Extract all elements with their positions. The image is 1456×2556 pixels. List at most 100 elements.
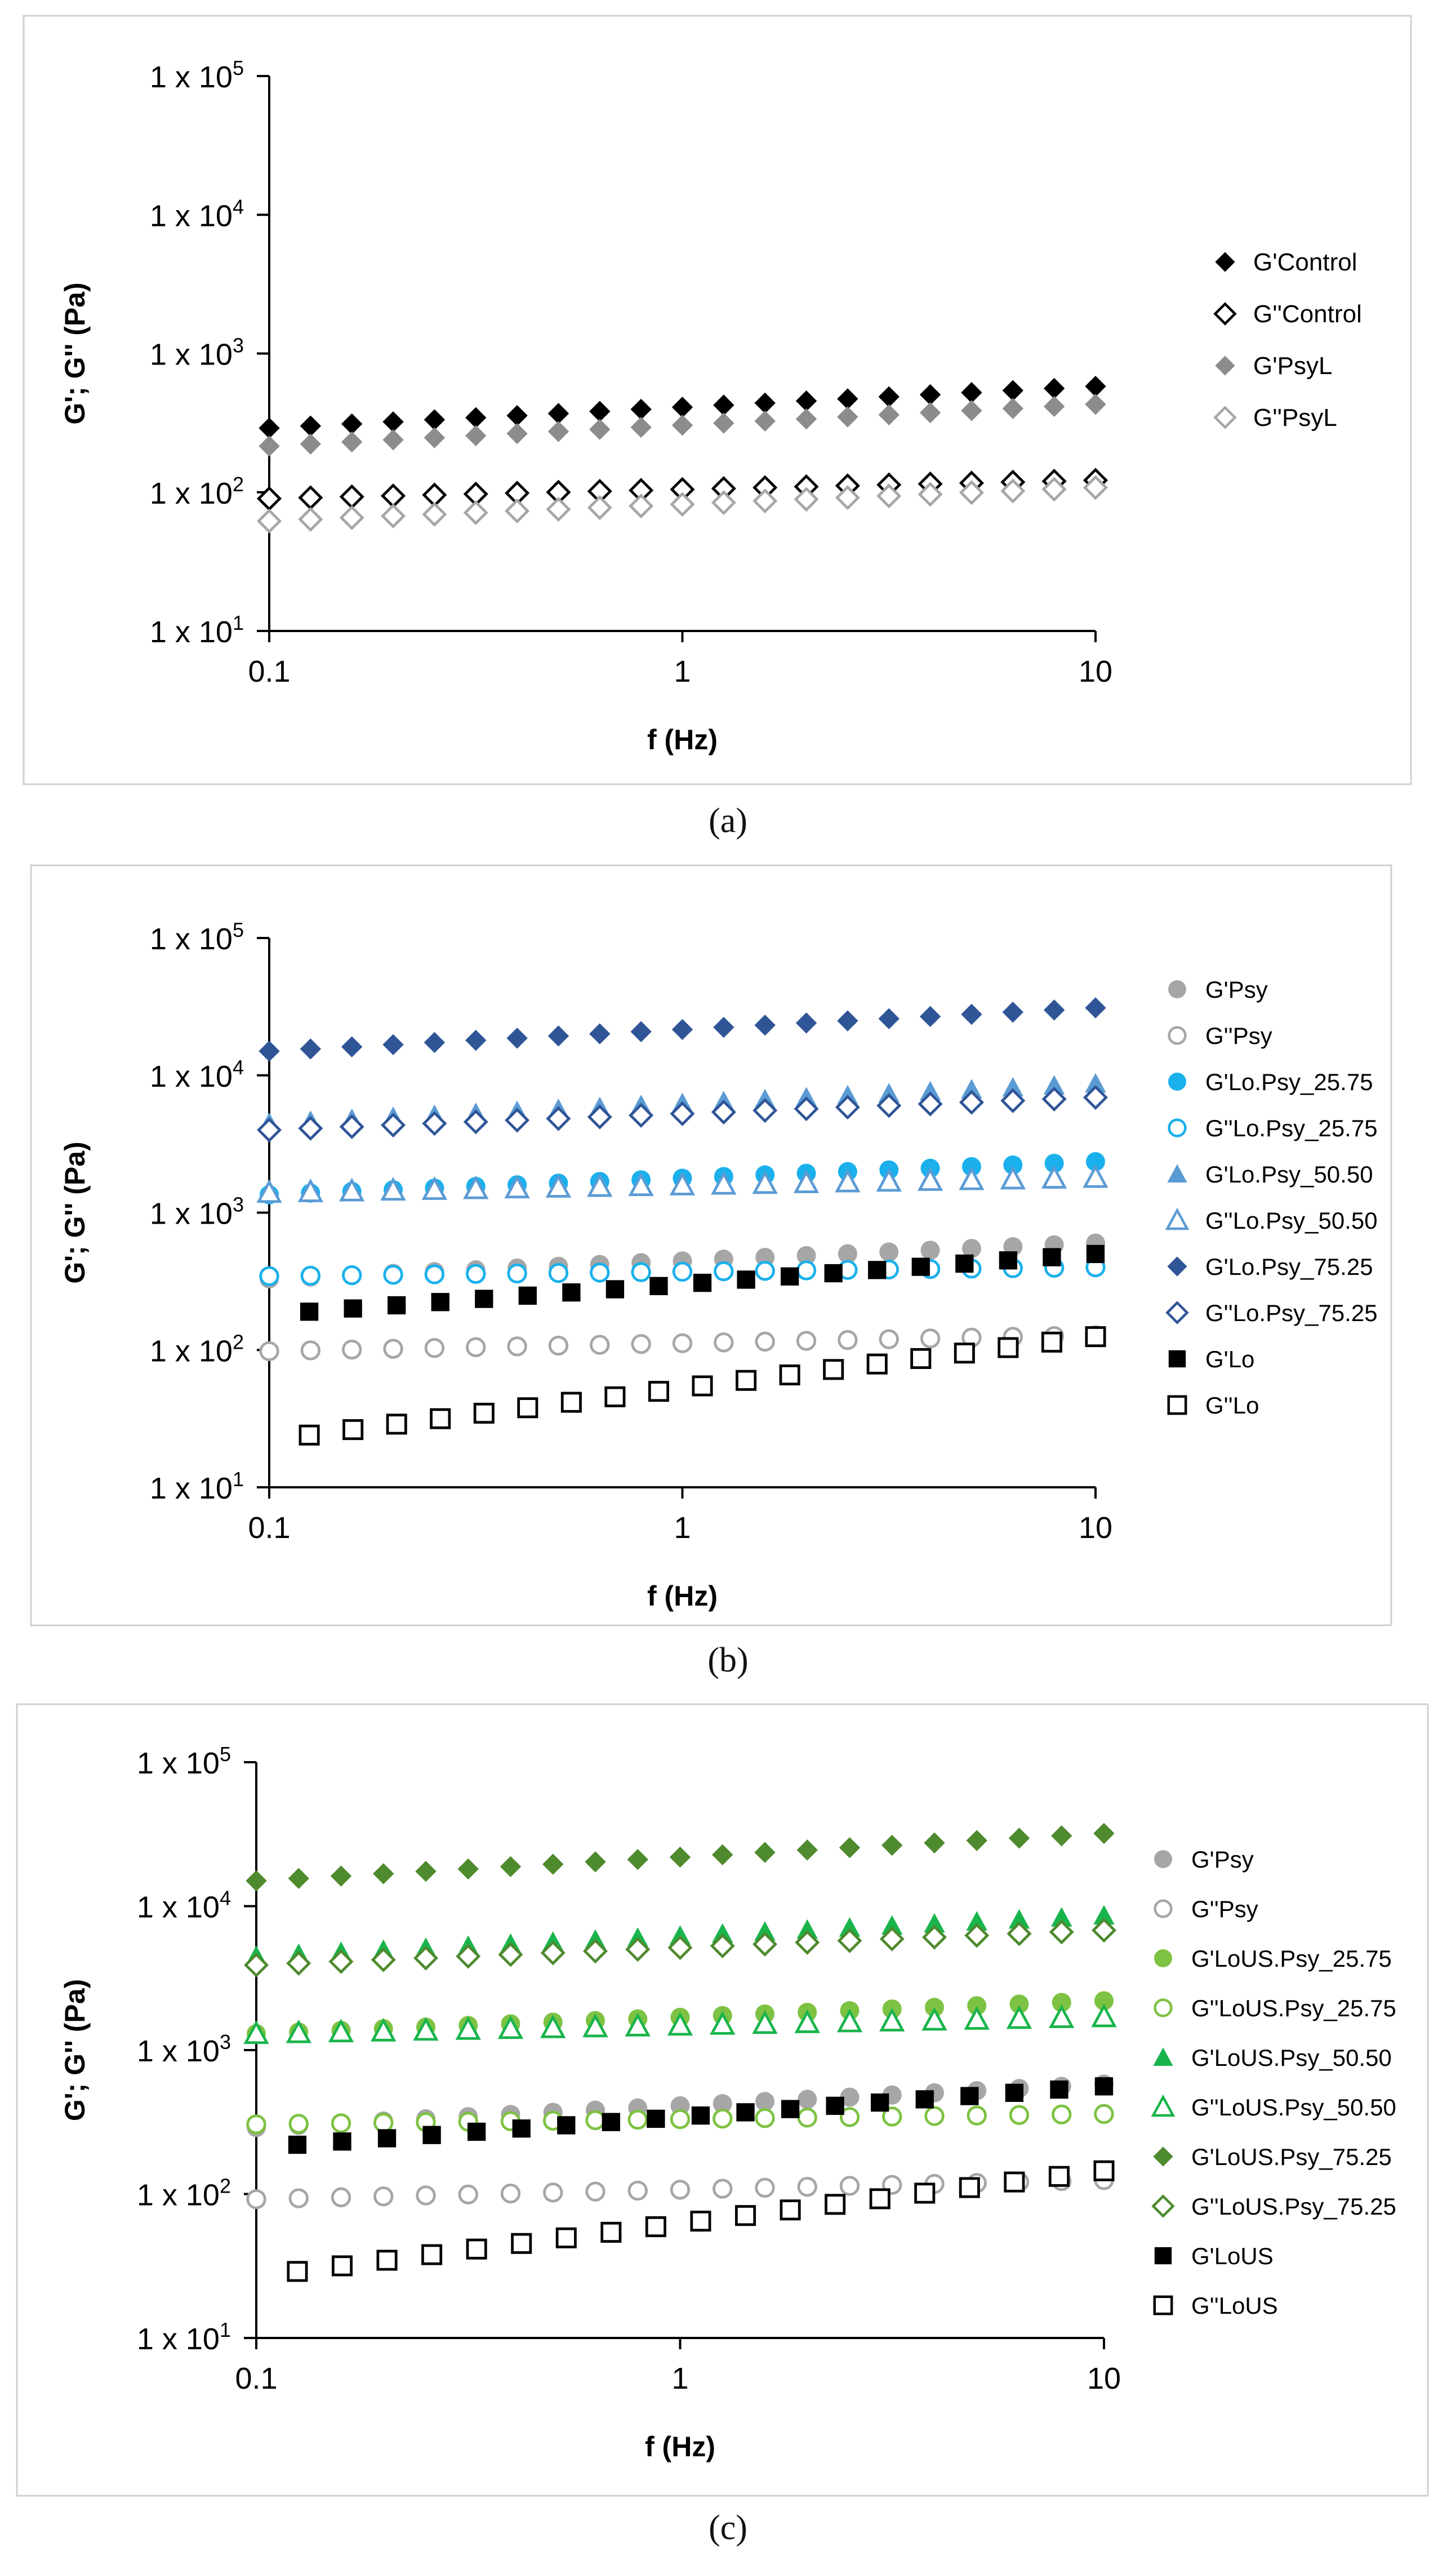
- data-point: [380, 1113, 406, 1138]
- data-point: [625, 2012, 651, 2037]
- legend-item: G'Lo.Psy_75.25: [1167, 1253, 1373, 1280]
- legend-label: G'LoUS.Psy_25.75: [1191, 1945, 1392, 1972]
- data-point: [1002, 1077, 1023, 1097]
- x-tick-label: 10: [1079, 1511, 1112, 1545]
- data-point: [754, 1842, 776, 1863]
- data-point: [422, 2126, 441, 2144]
- data-point: [422, 501, 447, 527]
- data-point: [755, 2177, 775, 2198]
- data-point: [959, 2177, 980, 2198]
- series-G''LoUS.Psy_75.25: [243, 1918, 1117, 1978]
- data-point: [430, 1408, 451, 1429]
- legend-marker: [1215, 252, 1235, 272]
- data-point: [667, 2012, 693, 2036]
- data-point: [300, 1340, 321, 1361]
- data-point: [589, 1023, 611, 1044]
- legend-item: G''Psy: [1168, 1023, 1272, 1049]
- data-point: [869, 2188, 890, 2210]
- data-point: [627, 1848, 648, 1870]
- data-point: [879, 1329, 899, 1349]
- legend-label: G''LoUS.Psy_75.25: [1191, 2193, 1396, 2220]
- data-point: [924, 2106, 945, 2126]
- legend-item: G'Psy: [1168, 976, 1268, 1003]
- data-point: [798, 2090, 817, 2109]
- data-point: [998, 1337, 1019, 1358]
- data-point: [377, 2129, 397, 2148]
- data-point: [648, 1381, 670, 1402]
- data-point: [711, 1171, 737, 1195]
- data-point: [753, 488, 778, 514]
- x-tick-label: 1: [674, 655, 691, 688]
- data-point: [669, 1846, 691, 1868]
- data-point: [331, 2255, 353, 2277]
- data-point: [999, 1251, 1018, 1270]
- data-point: [457, 1858, 479, 1880]
- legend-marker: [1165, 1207, 1190, 1230]
- legend-item: G''Psy: [1154, 1896, 1258, 1922]
- legend-label: G'LoUS.Psy_75.25: [1191, 2144, 1392, 2170]
- series-G'LoUS.Psy_75.25: [246, 1822, 1115, 1892]
- chart-panel-b: 1 x 101 1 x 102 1 x 103 1 x 104 1 x 105 0.1 1 1…: [30, 864, 1392, 1626]
- data-point: [672, 1261, 693, 1282]
- data-point: [506, 404, 528, 426]
- data-point: [341, 1036, 363, 1057]
- data-point: [670, 2109, 691, 2130]
- data-point: [246, 2189, 266, 2210]
- data-point: [796, 1260, 817, 1281]
- data-point: [919, 384, 941, 406]
- legend-item: G'Lo.Psy_50.50: [1167, 1161, 1373, 1188]
- y-tick-label: 1 x 105: [150, 918, 244, 956]
- data-point: [505, 1108, 530, 1133]
- data-point: [547, 421, 569, 442]
- legend-item: G'LoUS: [1154, 2243, 1274, 2269]
- data-point: [466, 2238, 487, 2260]
- data-point: [463, 1109, 488, 1135]
- legend-item: G''Lo.Psy_25.75: [1168, 1115, 1378, 1141]
- data-point: [475, 1290, 493, 1308]
- x-tick-label: 0.1: [248, 1511, 290, 1545]
- data-point: [587, 495, 612, 521]
- y-tick-label: 1 x 101: [150, 1468, 244, 1505]
- data-point: [796, 1919, 818, 1939]
- legend-label: G'PsyL: [1253, 352, 1332, 380]
- data-point: [1004, 2171, 1025, 2193]
- data-point: [839, 1917, 861, 1937]
- data-point: [955, 1254, 974, 1273]
- legend-marker: [1165, 1301, 1189, 1324]
- data-point: [919, 1081, 941, 1101]
- data-point: [879, 1926, 905, 1952]
- data-point: [752, 1170, 778, 1194]
- legend-marker: [1154, 2247, 1172, 2265]
- data-point: [919, 402, 941, 424]
- data-point: [837, 406, 858, 428]
- data-point: [1083, 475, 1108, 500]
- data-point: [671, 1019, 693, 1041]
- x-tick-label: 10: [1087, 2362, 1121, 2395]
- data-point: [1000, 1088, 1026, 1113]
- data-point: [1043, 377, 1065, 399]
- y-axis-label: G'; G'' (Pa): [59, 1979, 91, 2121]
- data-point: [298, 485, 323, 510]
- data-point: [288, 2135, 307, 2154]
- data-point: [344, 1299, 362, 1318]
- data-point: [918, 1091, 943, 1117]
- data-point: [795, 390, 817, 412]
- legend-marker: [1154, 1850, 1172, 1868]
- data-point: [690, 2211, 711, 2232]
- data-point: [1008, 1828, 1030, 1849]
- data-point: [836, 2008, 863, 2033]
- legend-marker: [1154, 1899, 1173, 1918]
- x-tick-label: 1: [671, 2362, 688, 2395]
- y-tick-label: 1 x 102: [150, 1330, 244, 1368]
- data-point: [910, 1348, 932, 1369]
- data-point: [960, 2087, 979, 2105]
- legend-marker: [1153, 2295, 1173, 2315]
- data-point: [797, 2108, 817, 2128]
- legend-item: G'Lo.Psy_25.75: [1168, 1069, 1373, 1095]
- data-point: [1000, 1166, 1026, 1190]
- data-point: [649, 1277, 668, 1295]
- x-axis-label: f (Hz): [645, 2431, 715, 2462]
- data-point: [629, 494, 654, 519]
- legend-label: G''Lo: [1205, 1392, 1259, 1419]
- data-point: [286, 1950, 311, 1976]
